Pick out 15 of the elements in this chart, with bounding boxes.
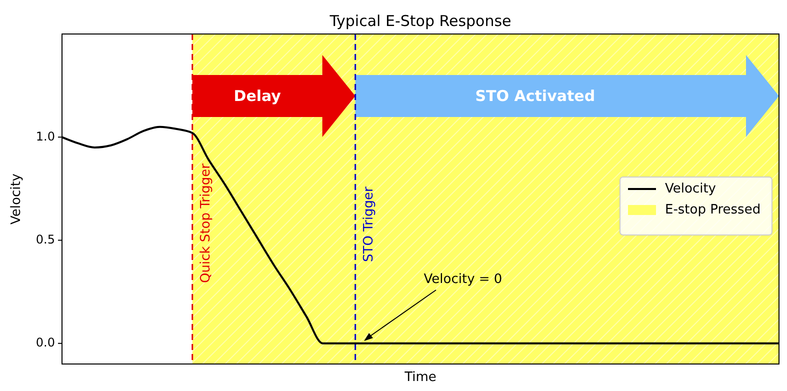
annotation: STO Trigger xyxy=(361,186,376,262)
annotation: STO Activated xyxy=(475,87,596,106)
chart-title: Typical E-Stop Response xyxy=(328,12,512,30)
y-tick-label: 1.0 xyxy=(36,129,55,144)
sto-arrow: STO Activated xyxy=(355,55,779,137)
y-axis-title: Velocity xyxy=(9,173,24,224)
legend-label: Velocity xyxy=(665,182,716,197)
y-tick-label: 0.0 xyxy=(36,336,55,350)
annotation: E-stop Pressed xyxy=(665,202,761,218)
delay-arrow: Delay xyxy=(192,55,356,137)
y-tick-label: 0.5 xyxy=(36,232,55,247)
x-axis-title: Time xyxy=(404,370,436,385)
annotation: Velocity = 0 xyxy=(424,272,502,287)
annotation: Delay xyxy=(234,87,282,106)
annotation: Quick Stop Trigger xyxy=(198,162,214,283)
